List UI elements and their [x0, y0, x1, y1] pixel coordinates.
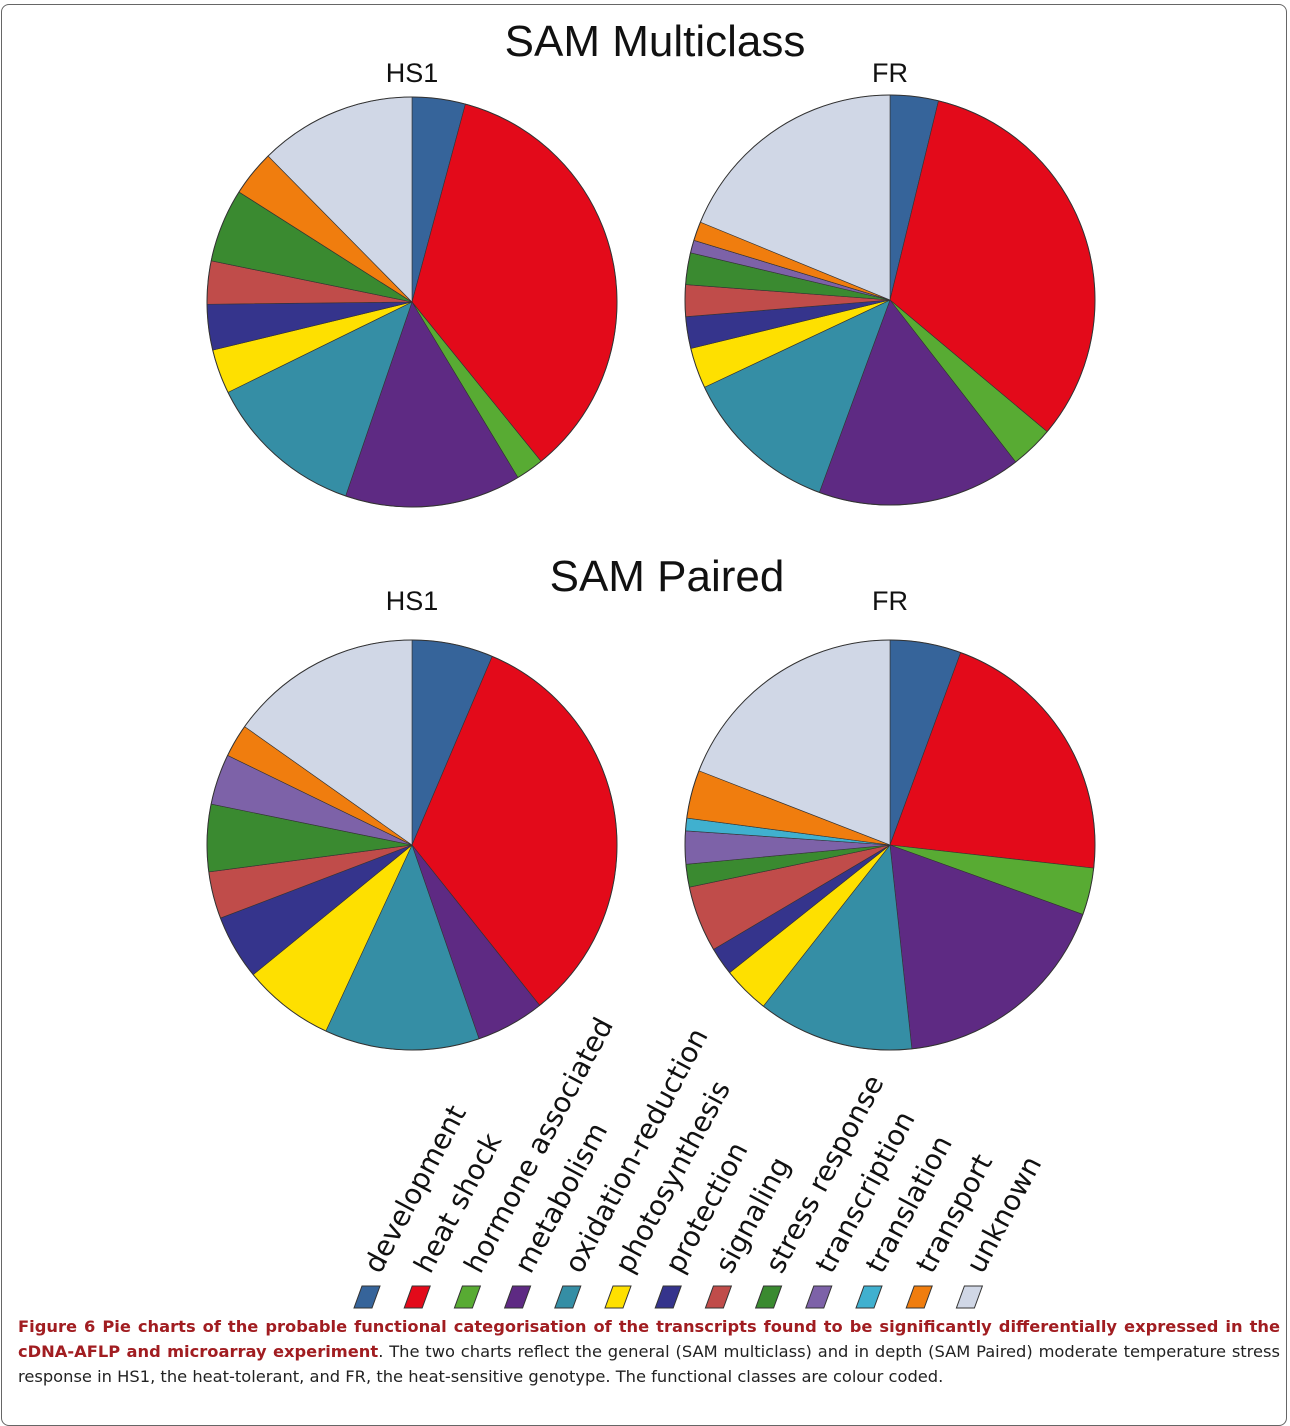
legend-swatch [604, 1285, 632, 1309]
section-heading: SAM Paired [550, 552, 785, 601]
legend-swatch [453, 1285, 482, 1309]
caption-text: . The two charts reflect the general (SA… [18, 1342, 1280, 1386]
pie-outline [684, 639, 1096, 1051]
legend-swatch [855, 1285, 883, 1309]
legend-swatch [403, 1285, 431, 1309]
pie-title: HS1 [386, 58, 439, 88]
pie-outline [684, 94, 1096, 506]
legend-swatch [503, 1285, 532, 1309]
pie-outline [206, 639, 618, 1051]
caption-bold: Figure 6 Pie charts of the probable func… [18, 1317, 1280, 1361]
legend-swatch [754, 1285, 783, 1309]
legend-swatch [805, 1285, 833, 1309]
legend-swatch [654, 1285, 682, 1309]
legend-swatch [353, 1285, 381, 1309]
pie-title: FR [872, 586, 908, 616]
legend-swatch [704, 1285, 733, 1309]
legend-swatch [554, 1285, 582, 1309]
section-heading: SAM Multiclass [505, 17, 806, 66]
pie-outline [206, 96, 618, 508]
pie-title: HS1 [386, 586, 439, 616]
caption: Figure 6 Pie charts of the probable func… [18, 1314, 1280, 1389]
legend-swatch [955, 1285, 984, 1309]
pie-title: FR [872, 58, 908, 88]
legend-swatch [905, 1285, 933, 1309]
